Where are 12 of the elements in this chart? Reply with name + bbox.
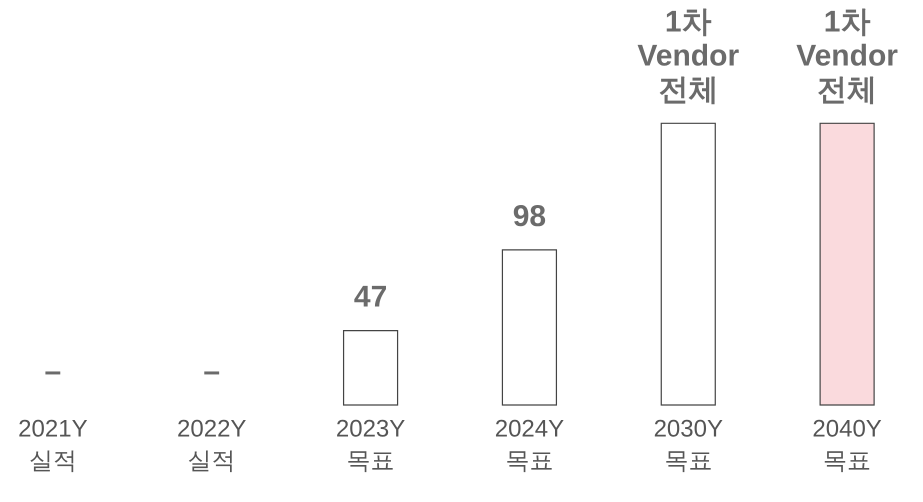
x-tick-label: 2023Y 목표 xyxy=(336,416,406,474)
data-label: – xyxy=(203,355,220,388)
data-label: 98 xyxy=(512,200,546,233)
annotation: 1차 Vendor 전체 xyxy=(637,5,740,106)
data-label: – xyxy=(44,355,62,388)
x-tick-label: 2024Y 목표 xyxy=(494,416,564,474)
x-tick-label: 2021Y 실적 xyxy=(18,416,88,474)
x-tick-label: 2040Y 목표 xyxy=(812,416,882,474)
x-tick-label: 2030Y 목표 xyxy=(654,416,723,474)
x-tick-label: 2022Y 실적 xyxy=(177,416,246,474)
data-label: 47 xyxy=(354,280,388,314)
annotation: 1차 Vendor 전체 xyxy=(796,5,898,106)
